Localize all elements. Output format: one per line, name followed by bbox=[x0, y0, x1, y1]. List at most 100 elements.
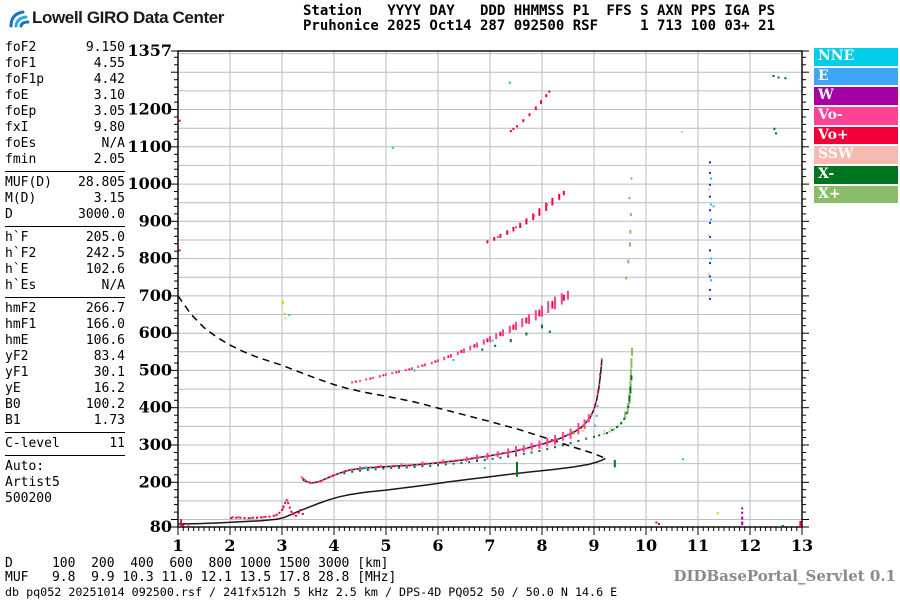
svg-text:1: 1 bbox=[172, 536, 183, 555]
legend-item-vominus: Vo- bbox=[814, 107, 898, 125]
param-label: M(D) bbox=[5, 191, 37, 206]
status-line: db pq052 20251014 092500.rsf / 241fx512h… bbox=[5, 585, 618, 599]
param-row: C-level 11 bbox=[5, 436, 125, 452]
giro-logo-icon bbox=[9, 10, 30, 28]
svg-text:2: 2 bbox=[224, 536, 235, 555]
param-label: hmE bbox=[5, 333, 29, 348]
param-row: M(D) 3.15 bbox=[5, 191, 125, 207]
echo-direction-legend: NNE E W Vo- Vo+ SSW X- X+ bbox=[814, 48, 898, 206]
station-header: Station YYYY DAY DDD HHMMSS P1 FFS S AXN… bbox=[303, 4, 775, 34]
param-value: 3.15 bbox=[93, 191, 125, 206]
legend-item-ssw: SSW bbox=[814, 146, 898, 164]
svg-text:10: 10 bbox=[635, 536, 657, 555]
param-value: 2.05 bbox=[93, 152, 125, 167]
param-row: h`F2 242.5 bbox=[5, 246, 125, 262]
svg-text:6: 6 bbox=[432, 536, 443, 555]
svg-text:1100: 1100 bbox=[127, 137, 172, 156]
param-row: foE 3.10 bbox=[5, 88, 125, 104]
legend-item-xplus: X+ bbox=[814, 185, 898, 204]
param-row: h`E 102.6 bbox=[5, 262, 125, 278]
svg-text:300: 300 bbox=[139, 435, 172, 454]
distance-row: D 100 200 400 600 800 1000 1500 3000 [km… bbox=[5, 556, 389, 571]
legend-item-xminus: X- bbox=[814, 166, 898, 184]
param-label: yE bbox=[5, 381, 21, 396]
param-label: fxI bbox=[5, 120, 29, 135]
page-title: Lowell GIRO Data Center bbox=[32, 8, 225, 27]
param-row: yF1 30.1 bbox=[5, 365, 125, 381]
param-label: h`E bbox=[5, 262, 29, 277]
param-label: h`F bbox=[5, 230, 29, 245]
param-value: 30.1 bbox=[93, 365, 125, 380]
param-value: 9.80 bbox=[93, 120, 125, 135]
param-value: 16.2 bbox=[93, 381, 125, 396]
param-value: 166.0 bbox=[85, 317, 125, 332]
param-row: foF1 4.55 bbox=[5, 56, 125, 72]
param-label: h`Es bbox=[5, 278, 37, 293]
legend-item-w: W bbox=[814, 87, 898, 105]
svg-text:600: 600 bbox=[139, 323, 172, 342]
param-row: fmin 2.05 bbox=[5, 152, 125, 168]
param-value: 9.150 bbox=[85, 40, 125, 55]
param-label: 500200 bbox=[5, 491, 52, 506]
svg-text:1200: 1200 bbox=[127, 100, 172, 119]
param-label: hmF2 bbox=[5, 301, 37, 316]
param-row: MUF(D) 28.805 bbox=[5, 175, 125, 191]
svg-text:5: 5 bbox=[380, 536, 391, 555]
param-value: 1.73 bbox=[93, 413, 125, 428]
param-row: h`Es N/A bbox=[5, 278, 125, 294]
param-label: foEs bbox=[5, 136, 37, 151]
legend-item-e: E bbox=[814, 67, 898, 86]
param-row: D 3000.0 bbox=[5, 207, 125, 223]
panel-section: MUF(D) 28.805 M(D) 3.15 D 3000.0 bbox=[5, 175, 125, 227]
param-label: yF2 bbox=[5, 349, 29, 364]
param-row: hmF1 166.0 bbox=[5, 317, 125, 333]
svg-text:200: 200 bbox=[139, 472, 172, 491]
muf-row: MUF 9.8 9.9 10.3 11.0 12.1 13.5 17.8 28.… bbox=[5, 570, 397, 585]
param-label: C-level bbox=[5, 436, 60, 451]
svg-text:900: 900 bbox=[139, 211, 172, 230]
param-label: hmF1 bbox=[5, 317, 37, 332]
param-row: h`F 205.0 bbox=[5, 230, 125, 246]
param-label: foEp bbox=[5, 104, 37, 119]
svg-text:1000: 1000 bbox=[127, 174, 172, 193]
param-value: 106.6 bbox=[85, 333, 125, 348]
panel-section: h`F 205.0 h`F2 242.5 h`E 102.6 h`Es N/A bbox=[5, 230, 125, 298]
panel-section: Auto: Artist5 500200 bbox=[5, 459, 125, 510]
param-row: foEp 3.05 bbox=[5, 104, 125, 120]
svg-text:11: 11 bbox=[687, 536, 709, 555]
param-value: 100.2 bbox=[85, 397, 125, 412]
param-label: B1 bbox=[5, 413, 21, 428]
param-label: foF1p bbox=[5, 72, 45, 87]
param-value: 4.42 bbox=[93, 72, 125, 87]
param-row: foEs N/A bbox=[5, 136, 125, 152]
svg-text:12: 12 bbox=[739, 536, 761, 555]
param-value: 3.10 bbox=[93, 88, 125, 103]
svg-text:7: 7 bbox=[484, 536, 495, 555]
param-row: B0 100.2 bbox=[5, 397, 125, 413]
svg-text:80: 80 bbox=[150, 517, 172, 536]
svg-text:400: 400 bbox=[139, 398, 172, 417]
param-row: yF2 83.4 bbox=[5, 349, 125, 365]
svg-text:1357: 1357 bbox=[127, 41, 172, 60]
panel-section: C-level 11 bbox=[5, 436, 125, 456]
param-value: 83.4 bbox=[93, 349, 125, 364]
svg-text:9: 9 bbox=[588, 536, 599, 555]
param-label: Artist5 bbox=[5, 475, 60, 490]
param-value: 11 bbox=[109, 436, 125, 451]
svg-text:8: 8 bbox=[536, 536, 547, 555]
param-row: hmF2 266.7 bbox=[5, 301, 125, 317]
param-value: 242.5 bbox=[85, 246, 125, 261]
param-row: B1 1.73 bbox=[5, 413, 125, 429]
param-value: 205.0 bbox=[85, 230, 125, 245]
param-row: foF2 9.150 bbox=[5, 40, 125, 56]
legend-item-nne: NNE bbox=[814, 48, 898, 66]
param-label: foF2 bbox=[5, 40, 37, 55]
param-value: N/A bbox=[101, 278, 125, 293]
panel-section: foF2 9.150 foF1 4.55 foF1p 4.42 foE 3.10 foEp 3.0… bbox=[5, 40, 125, 172]
param-row: Auto: bbox=[5, 459, 125, 475]
param-label: MUF(D) bbox=[5, 175, 52, 190]
param-row: Artist5 bbox=[5, 475, 125, 491]
param-row: hmE 106.6 bbox=[5, 333, 125, 349]
param-row: yE 16.2 bbox=[5, 381, 125, 397]
